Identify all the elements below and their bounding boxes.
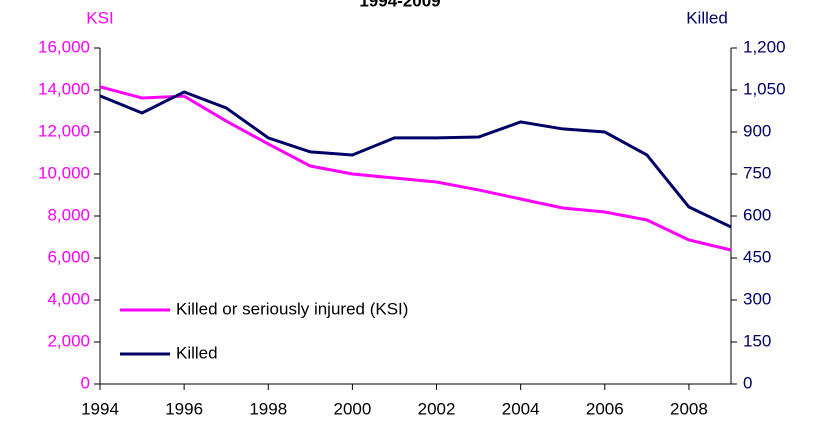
- legend-label: Killed: [176, 343, 218, 362]
- y-tick-label: 12,000: [38, 121, 90, 140]
- y2-tick-label: 1,200: [743, 37, 786, 56]
- y2-tick-label: 0: [743, 373, 752, 392]
- x-tick-label: 1996: [165, 399, 203, 418]
- y2-axis-label: Killed: [686, 8, 728, 27]
- y-tick-label: 14,000: [38, 79, 90, 98]
- x-tick-label: 2008: [670, 399, 708, 418]
- line-series: [99, 90, 732, 229]
- y2-tick-label: 1,050: [743, 79, 786, 98]
- y-tick-label: 4,000: [47, 289, 90, 308]
- y-tick-label: 6,000: [47, 247, 90, 266]
- y2-tick-label: 300: [743, 289, 771, 308]
- chart-title: 1994-2009: [359, 0, 440, 10]
- y-tick-label: 2,000: [47, 331, 90, 350]
- y-tick-label: 8,000: [47, 205, 90, 224]
- y2-tick-label: 150: [743, 331, 771, 350]
- line-series: [99, 85, 732, 252]
- y-axis-label: KSI: [86, 8, 113, 27]
- y2-tick-label: 600: [743, 205, 771, 224]
- x-tick-label: 2000: [333, 399, 371, 418]
- y-tick-label: 10,000: [38, 163, 90, 182]
- x-tick-label: 2006: [586, 399, 624, 418]
- legend-label: Killed or seriously injured (KSI): [176, 299, 408, 318]
- x-tick-label: 2002: [418, 399, 456, 418]
- x-tick-label: 1994: [81, 399, 119, 418]
- y-tick-label: 0: [81, 373, 90, 392]
- y-tick-label: 16,000: [38, 37, 90, 56]
- x-tick-label: 2004: [502, 399, 540, 418]
- x-tick-label: 1998: [249, 399, 287, 418]
- y2-tick-label: 750: [743, 163, 771, 182]
- y2-tick-label: 450: [743, 247, 771, 266]
- y2-tick-label: 900: [743, 121, 771, 140]
